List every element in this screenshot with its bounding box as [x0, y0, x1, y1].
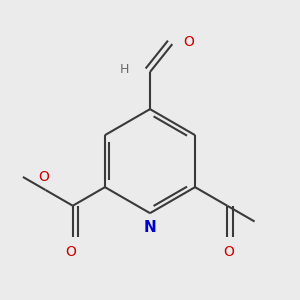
Text: O: O: [224, 245, 235, 260]
Text: N: N: [144, 220, 156, 235]
Text: O: O: [65, 245, 76, 260]
Text: H: H: [120, 62, 130, 76]
Text: O: O: [183, 35, 194, 49]
Text: O: O: [38, 170, 49, 184]
